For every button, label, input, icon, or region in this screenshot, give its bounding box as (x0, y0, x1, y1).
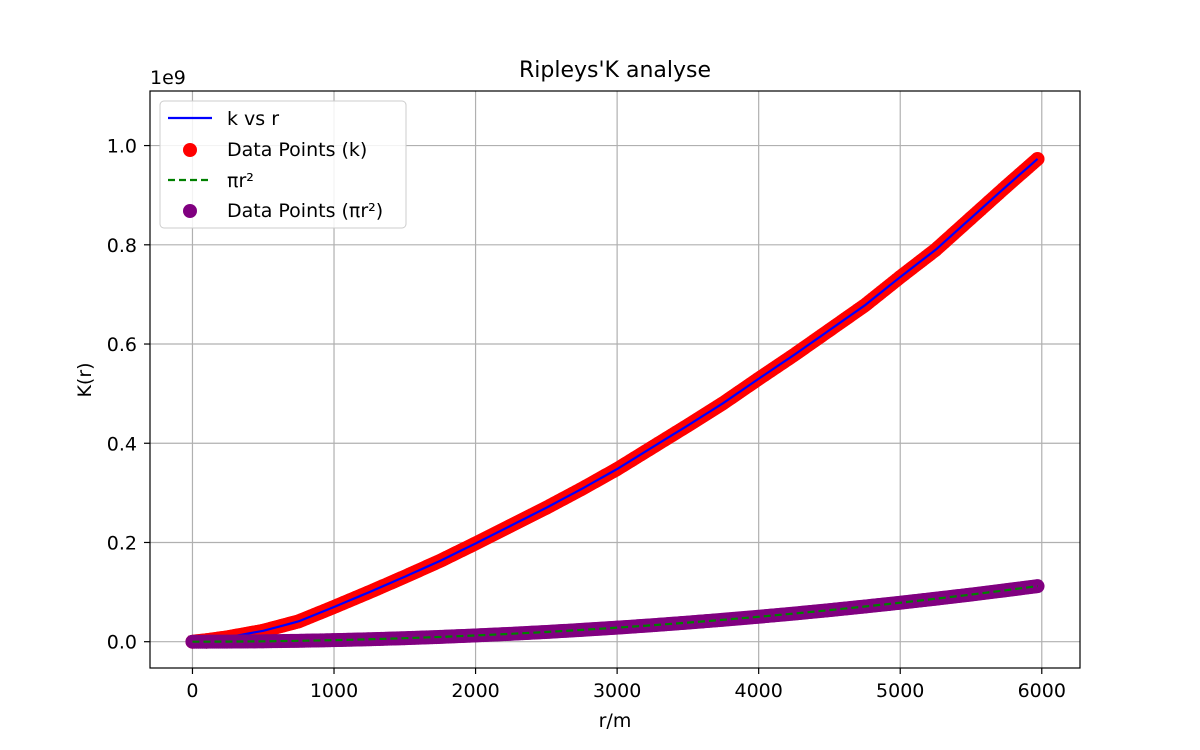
y-tick-label: 1.0 (107, 136, 137, 158)
x-tick-label: 1000 (310, 680, 358, 702)
chart-title: Ripleys'K analyse (519, 58, 711, 83)
x-tick-label: 5000 (876, 680, 924, 702)
y-axis-offset-label: 1e9 (150, 67, 186, 89)
y-tick-label: 0.4 (107, 433, 137, 455)
y-axis-ticks: 0.0 0.2 0.4 0.6 0.8 1.0 (107, 136, 150, 654)
y-tick-label: 0.8 (107, 235, 137, 257)
legend-label-pir2-points: Data Points (πr²) (227, 200, 383, 222)
x-tick-label: 3000 (593, 680, 641, 702)
legend-box (159, 100, 407, 229)
series-k-line (192, 158, 1039, 643)
legend: k vs r Data Points (k) πr² Data Points (… (159, 100, 407, 229)
y-tick-label: 0.0 (107, 632, 137, 654)
legend-swatch-pir2-points (183, 204, 197, 218)
plot-area (185, 151, 1045, 649)
x-tick-label: 6000 (1018, 680, 1066, 702)
y-tick-label: 0.2 (107, 532, 137, 554)
y-tick-label: 0.6 (107, 334, 137, 356)
legend-label-k-line: k vs r (227, 108, 279, 130)
legend-swatch-k-points (183, 143, 197, 157)
series-pir2-line (192, 585, 1038, 643)
x-tick-label: 4000 (734, 680, 782, 702)
axes-frame (149, 90, 1081, 669)
x-axis-label: r/m (599, 710, 632, 732)
legend-label-k-points: Data Points (k) (227, 139, 367, 161)
x-tick-label: 2000 (451, 680, 499, 702)
legend-label-pir2-line: πr² (227, 170, 254, 192)
y-axis-label: K(r) (74, 362, 96, 397)
x-tick-label: 0 (186, 680, 198, 702)
data-point-pir2-points (1030, 579, 1045, 594)
x-axis-ticks: 0 1000 2000 3000 4000 5000 6000 (186, 668, 1066, 702)
